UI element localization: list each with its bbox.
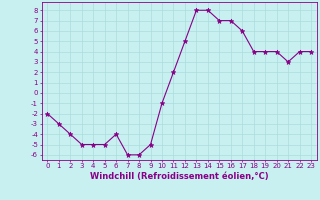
- X-axis label: Windchill (Refroidissement éolien,°C): Windchill (Refroidissement éolien,°C): [90, 172, 268, 181]
